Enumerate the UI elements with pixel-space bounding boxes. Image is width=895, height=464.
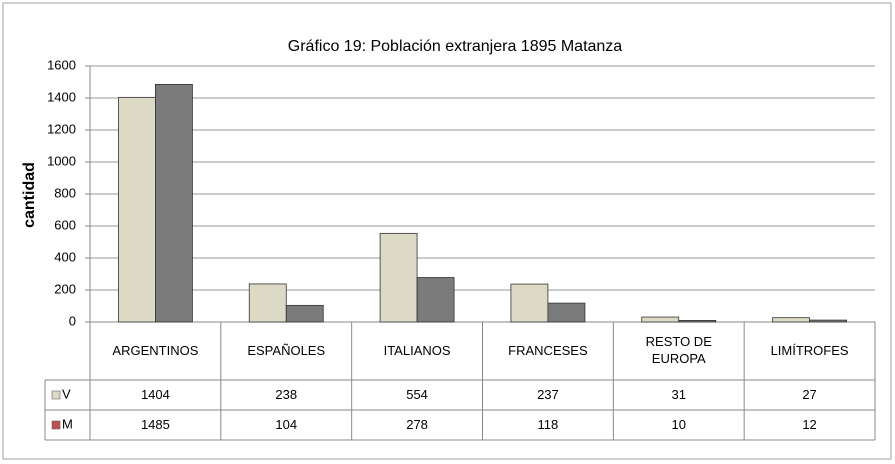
y-tick-label: 1400 [47,89,76,104]
bar [248,283,287,323]
x-tick-label: LIMÍTROFES [770,342,849,358]
table-value: 554 [406,386,428,402]
y-tick-label: 0 [69,313,76,328]
y-tick-label: 1000 [47,153,76,168]
x-tick-label: ARGENTINOS [112,342,199,358]
chart-title: Gráfico 19: Población extranjera 1895 Ma… [288,38,623,55]
bar [155,84,193,323]
x-tick-label: RESTO DE EUROPA [645,334,712,366]
table-value: 104 [275,416,298,432]
bar [809,319,847,323]
table-value: 10 [671,416,686,432]
legend-key [51,420,61,430]
legend-key [51,390,61,400]
y-axis-label: cantidad [21,162,38,228]
y-tick-label: 800 [54,185,76,200]
bar [118,96,156,323]
bar [678,319,717,323]
table-value: 278 [406,416,428,432]
bar [285,304,324,323]
table-value: 1485 [140,416,170,432]
table-value: 238 [275,386,298,402]
table-value: 1404 [140,386,170,402]
bar [547,302,586,323]
y-tick-label: 400 [54,249,76,264]
y-tick-label: 1200 [47,121,76,136]
legend-label: V [62,386,71,401]
table-value: 237 [537,386,559,402]
bar [510,283,549,323]
bar [641,316,680,323]
x-tick-label: ESPAÑOLES [247,342,326,358]
y-tick-label: 1600 [47,57,76,72]
table-value: 27 [802,386,817,402]
y-tick-label: 200 [54,281,76,296]
table-value: 118 [537,416,559,432]
bar [416,277,455,323]
table-value: 31 [671,386,686,402]
x-tick-label: ITALIANOS [383,342,451,358]
x-tick-label: FRANCESES [508,342,588,358]
table-value: 12 [802,416,817,432]
bar [379,232,418,323]
legend-label: M [62,416,73,431]
y-tick-label: 600 [54,217,76,232]
